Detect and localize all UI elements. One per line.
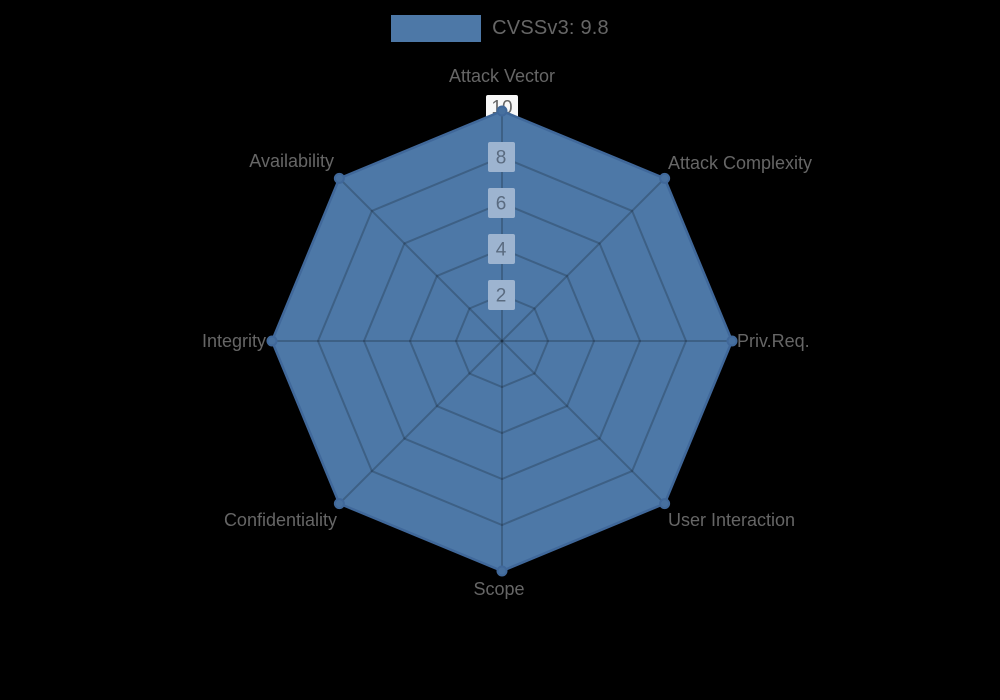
tick-label: 4 bbox=[496, 240, 507, 261]
axis-line-availability bbox=[338, 177, 503, 342]
data-point-user-interaction bbox=[659, 498, 671, 510]
grid-ring-6 bbox=[362, 201, 642, 481]
axis-label-confidentiality: Confidentiality bbox=[224, 510, 337, 530]
tick-backdrop bbox=[488, 142, 515, 172]
data-point-priv-req bbox=[726, 335, 738, 347]
tick-label: 8 bbox=[496, 148, 507, 169]
legend-swatch bbox=[391, 15, 482, 42]
tick-backdrop bbox=[488, 280, 515, 310]
data-point-confidentiality bbox=[333, 498, 345, 510]
axis-line-attack-complexity bbox=[501, 177, 666, 342]
chart-legend[interactable]: CVSSv3: 9.8 bbox=[0, 15, 1000, 42]
legend-label: CVSSv3: 9.8 bbox=[492, 17, 609, 39]
data-point-scope bbox=[496, 565, 508, 577]
axis-label-scope: Scope bbox=[473, 579, 524, 599]
tick-backdrop bbox=[488, 188, 515, 218]
data-point-availability bbox=[333, 172, 345, 184]
axis-label-user-interaction: User Interaction bbox=[668, 510, 795, 530]
data-point-attack-vector bbox=[496, 105, 508, 117]
axis-label-attack-vector: Attack Vector bbox=[449, 66, 555, 86]
axis-line-user-interaction bbox=[501, 340, 666, 505]
axis-label-integrity: Integrity bbox=[202, 331, 266, 351]
grid-ring-8 bbox=[316, 155, 688, 527]
axis-label-attack-complexity: Attack Complexity bbox=[668, 153, 812, 173]
data-point-attack-complexity bbox=[659, 172, 671, 184]
tick-backdrop bbox=[488, 234, 515, 264]
tick-label: 2 bbox=[496, 286, 507, 307]
grid-ring-2 bbox=[454, 293, 550, 389]
axis-label-priv-req: Priv.Req. bbox=[737, 331, 810, 351]
data-point-integrity bbox=[266, 335, 278, 347]
grid-ring-4 bbox=[408, 247, 596, 435]
axis-label-availability: Availability bbox=[249, 151, 334, 171]
tick-label: 6 bbox=[496, 194, 507, 215]
axis-line-confidentiality bbox=[338, 340, 503, 505]
